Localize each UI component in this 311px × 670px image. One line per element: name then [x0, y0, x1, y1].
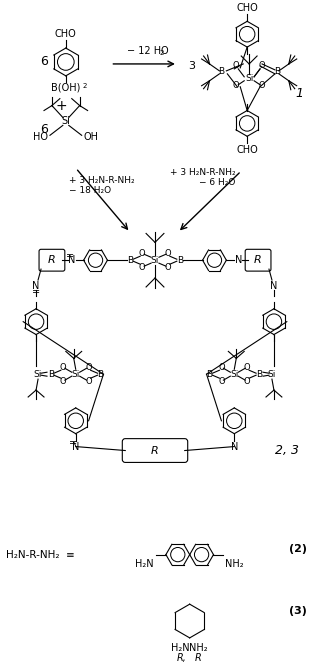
- Text: 2: 2: [83, 83, 87, 88]
- Text: (2): (2): [289, 543, 307, 553]
- FancyBboxPatch shape: [39, 249, 65, 271]
- Text: N: N: [32, 281, 40, 291]
- Text: O: O: [244, 377, 250, 386]
- Text: − 18 H₂O: − 18 H₂O: [69, 186, 111, 196]
- Text: R: R: [194, 653, 201, 663]
- Text: O: O: [233, 62, 239, 70]
- Text: R: R: [48, 255, 56, 265]
- Text: O: O: [233, 81, 239, 90]
- Text: O: O: [259, 81, 265, 90]
- Text: 2, 3: 2, 3: [275, 444, 299, 457]
- Text: CHO: CHO: [236, 145, 258, 155]
- Text: O: O: [160, 46, 168, 56]
- Text: 6: 6: [40, 123, 48, 136]
- Text: Si: Si: [268, 370, 276, 379]
- Text: HO: HO: [33, 132, 48, 142]
- Text: − 12 H: − 12 H: [127, 46, 161, 56]
- Text: Si: Si: [34, 370, 42, 379]
- Text: Si: Si: [230, 370, 239, 379]
- Text: O: O: [218, 362, 225, 372]
- Text: OH: OH: [84, 132, 99, 142]
- Text: B(OH): B(OH): [51, 83, 81, 92]
- Text: Si: Si: [61, 117, 70, 127]
- Text: O: O: [59, 362, 66, 372]
- FancyBboxPatch shape: [245, 249, 271, 271]
- Text: O: O: [259, 62, 265, 70]
- Text: 6: 6: [40, 56, 48, 68]
- Text: +: +: [55, 98, 67, 113]
- Text: N: N: [72, 442, 79, 452]
- Text: Si: Si: [72, 370, 80, 379]
- Text: CHO: CHO: [236, 3, 258, 13]
- Text: O: O: [244, 362, 250, 372]
- Text: O: O: [165, 249, 171, 258]
- Text: NH₂: NH₂: [225, 559, 244, 569]
- Text: CHO: CHO: [55, 29, 77, 39]
- Text: B: B: [256, 370, 262, 379]
- Text: R: R: [151, 446, 159, 456]
- Text: O: O: [165, 263, 171, 271]
- Text: H₂N: H₂N: [135, 559, 154, 569]
- Text: O: O: [59, 377, 66, 386]
- Text: Si: Si: [151, 256, 159, 265]
- Text: 3: 3: [188, 61, 195, 71]
- Text: B: B: [97, 370, 104, 379]
- Text: + 3 H₂N-R-NH₂: + 3 H₂N-R-NH₂: [170, 168, 235, 178]
- Text: N: N: [230, 442, 238, 452]
- Text: R,: R,: [177, 653, 187, 663]
- Text: 1: 1: [296, 87, 304, 100]
- FancyBboxPatch shape: [122, 439, 188, 462]
- Text: N: N: [270, 281, 278, 291]
- Text: B: B: [48, 370, 54, 379]
- Text: O: O: [139, 263, 146, 271]
- Text: B: B: [177, 256, 183, 265]
- Text: B: B: [218, 68, 225, 76]
- Text: Si: Si: [245, 74, 253, 83]
- Text: N: N: [234, 255, 242, 265]
- Text: O: O: [85, 377, 92, 386]
- Text: O: O: [85, 362, 92, 372]
- Text: =: =: [32, 287, 40, 297]
- Text: (3): (3): [289, 606, 307, 616]
- Text: =: =: [66, 251, 74, 261]
- Text: H₂N: H₂N: [171, 643, 190, 653]
- Text: B: B: [207, 370, 213, 379]
- Text: + 3 H₂N-R-NH₂: + 3 H₂N-R-NH₂: [69, 176, 134, 186]
- Text: 2: 2: [160, 50, 164, 56]
- Text: N: N: [68, 255, 76, 265]
- Text: R: R: [254, 255, 262, 265]
- Text: B: B: [274, 68, 280, 76]
- Text: H₂N-R-NH₂  ≡: H₂N-R-NH₂ ≡: [6, 549, 75, 559]
- Text: O: O: [218, 377, 225, 386]
- Text: − 6 H₂O: − 6 H₂O: [199, 178, 235, 188]
- Text: =: =: [69, 438, 77, 448]
- Text: NH₂: NH₂: [189, 643, 208, 653]
- Text: O: O: [139, 249, 146, 258]
- Text: B: B: [127, 256, 133, 265]
